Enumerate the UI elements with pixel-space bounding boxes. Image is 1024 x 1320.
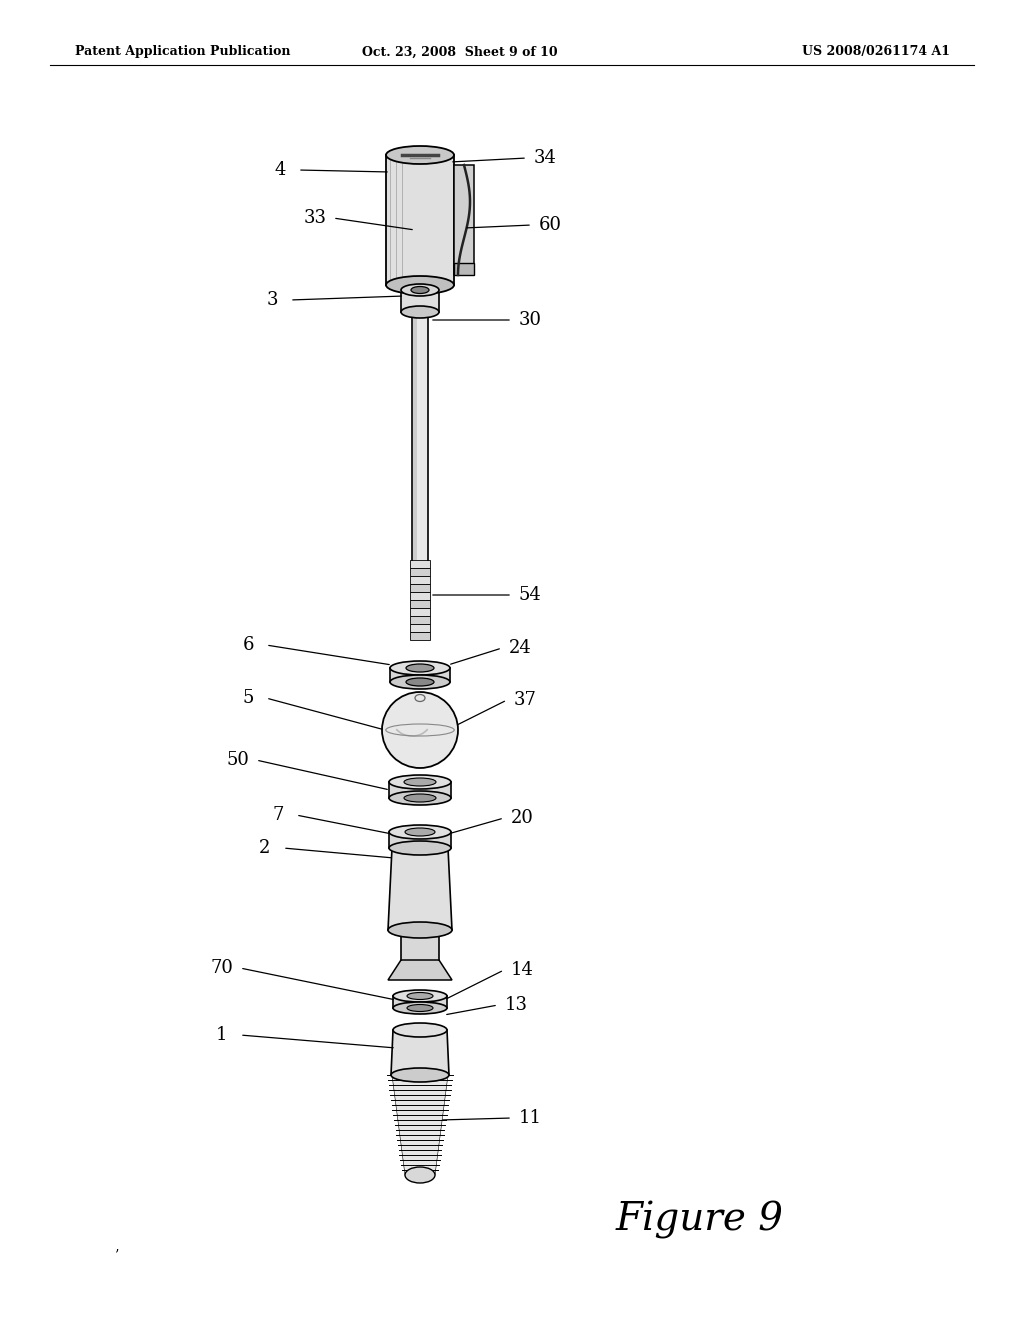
Bar: [410, 583, 430, 591]
Bar: [412, 314, 428, 560]
Bar: [389, 781, 451, 799]
Text: 1: 1: [216, 1026, 227, 1044]
Polygon shape: [395, 1100, 444, 1105]
Text: 24: 24: [509, 639, 531, 657]
Ellipse shape: [393, 1023, 447, 1038]
Bar: [390, 668, 450, 682]
Text: 30: 30: [518, 312, 542, 329]
Polygon shape: [403, 1166, 436, 1170]
Bar: [389, 832, 451, 847]
Text: Patent Application Publication: Patent Application Publication: [75, 45, 291, 58]
Text: 33: 33: [303, 209, 327, 227]
Bar: [410, 601, 430, 609]
Polygon shape: [404, 1170, 435, 1175]
Text: 50: 50: [226, 751, 250, 770]
Ellipse shape: [404, 777, 436, 785]
Polygon shape: [398, 1119, 442, 1125]
Polygon shape: [399, 1130, 441, 1135]
Polygon shape: [397, 1115, 442, 1119]
Ellipse shape: [390, 675, 450, 689]
Ellipse shape: [389, 791, 451, 805]
Ellipse shape: [388, 921, 452, 939]
Text: 2: 2: [259, 840, 270, 857]
Ellipse shape: [389, 825, 451, 840]
Ellipse shape: [393, 1002, 447, 1014]
Ellipse shape: [404, 795, 436, 803]
Text: 5: 5: [243, 689, 254, 708]
Text: 60: 60: [539, 216, 561, 234]
Bar: [413, 314, 417, 560]
Text: US 2008/0261174 A1: US 2008/0261174 A1: [802, 45, 950, 58]
Polygon shape: [392, 1080, 447, 1085]
Polygon shape: [396, 1105, 444, 1110]
Polygon shape: [392, 1074, 449, 1080]
Ellipse shape: [406, 664, 434, 672]
Ellipse shape: [393, 990, 447, 1002]
Circle shape: [382, 692, 458, 768]
Text: 14: 14: [511, 961, 534, 979]
Bar: [454, 263, 474, 275]
Text: Figure 9: Figure 9: [616, 1201, 784, 1239]
Text: 7: 7: [272, 807, 284, 824]
Bar: [401, 290, 439, 312]
Polygon shape: [393, 1085, 446, 1090]
Bar: [386, 154, 454, 285]
Ellipse shape: [390, 661, 450, 675]
Text: 3: 3: [266, 290, 278, 309]
Bar: [410, 591, 430, 601]
Polygon shape: [402, 1155, 437, 1160]
Polygon shape: [394, 1096, 445, 1100]
Bar: [454, 165, 474, 275]
Text: 54: 54: [518, 586, 542, 605]
Text: Oct. 23, 2008  Sheet 9 of 10: Oct. 23, 2008 Sheet 9 of 10: [362, 45, 558, 58]
Text: 37: 37: [514, 690, 537, 709]
Bar: [410, 616, 430, 624]
Bar: [410, 576, 430, 583]
Text: 4: 4: [274, 161, 286, 180]
Text: ’: ’: [115, 1247, 120, 1262]
Polygon shape: [396, 1110, 443, 1115]
Bar: [410, 609, 430, 616]
Bar: [410, 624, 430, 632]
Polygon shape: [398, 1125, 441, 1130]
Ellipse shape: [386, 147, 454, 164]
Polygon shape: [388, 960, 452, 979]
Ellipse shape: [406, 1167, 435, 1183]
Text: 20: 20: [511, 809, 534, 828]
Ellipse shape: [389, 775, 451, 789]
Ellipse shape: [389, 841, 451, 855]
Text: 11: 11: [518, 1109, 542, 1127]
Polygon shape: [399, 1135, 440, 1140]
Polygon shape: [388, 847, 452, 931]
Text: 70: 70: [211, 960, 233, 977]
Text: 6: 6: [243, 636, 254, 653]
Bar: [410, 560, 430, 568]
Ellipse shape: [386, 276, 454, 294]
Polygon shape: [391, 1030, 449, 1074]
Text: 34: 34: [534, 149, 556, 168]
Ellipse shape: [411, 286, 429, 293]
Ellipse shape: [401, 284, 439, 296]
Polygon shape: [401, 1150, 438, 1155]
Polygon shape: [394, 1090, 446, 1096]
Bar: [410, 568, 430, 576]
Ellipse shape: [401, 306, 439, 318]
Ellipse shape: [406, 678, 434, 686]
Ellipse shape: [407, 1005, 433, 1011]
Ellipse shape: [407, 993, 433, 999]
Bar: [401, 931, 439, 960]
Ellipse shape: [391, 1068, 449, 1082]
Text: 13: 13: [505, 997, 527, 1014]
Bar: [393, 997, 447, 1008]
Ellipse shape: [406, 828, 435, 836]
Polygon shape: [403, 1160, 437, 1166]
Bar: [410, 632, 430, 640]
Polygon shape: [400, 1140, 439, 1144]
Polygon shape: [401, 1144, 439, 1150]
